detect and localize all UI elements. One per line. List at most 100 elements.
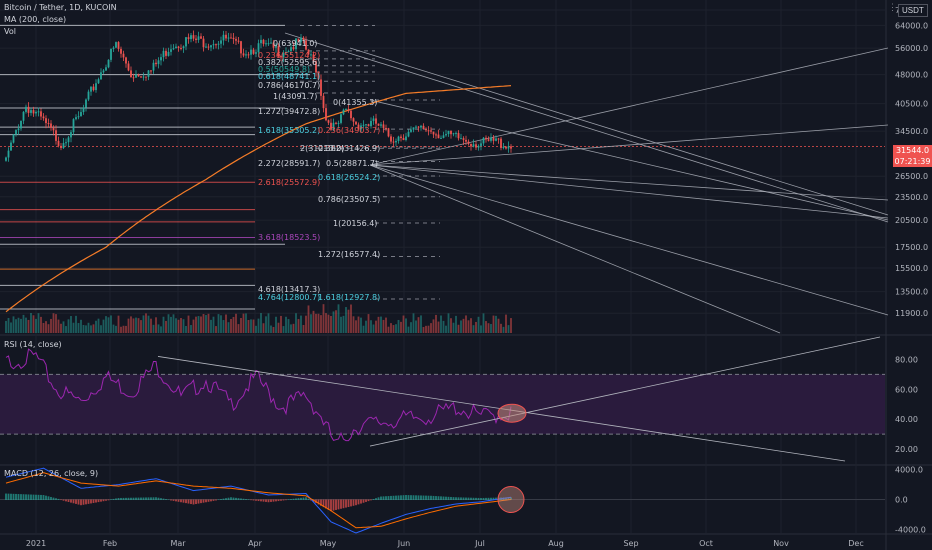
macd-histogram-bar <box>488 498 490 500</box>
macd-histogram-bar <box>83 500 85 505</box>
macd-histogram-bar <box>173 500 175 501</box>
candle-body <box>170 49 172 52</box>
macd-histogram-bar <box>30 495 32 500</box>
macd-histogram-bar <box>445 497 447 500</box>
macd-histogram-bar <box>410 495 412 500</box>
candle-body <box>230 38 232 39</box>
volume-bar <box>43 323 45 333</box>
volume-bar <box>68 319 70 333</box>
candle-body <box>435 134 437 135</box>
candle-body <box>478 146 480 148</box>
volume-bar <box>55 314 57 333</box>
volume-bar <box>233 317 235 333</box>
volume-bar <box>235 314 237 333</box>
macd-legend[interactable]: MACD (12, 26, close, 9) <box>4 469 98 478</box>
volume-bar <box>440 316 442 333</box>
volume-bar <box>298 319 300 333</box>
volume-bar <box>490 324 492 333</box>
rsi-legend[interactable]: RSI (14, close) <box>4 340 62 349</box>
macd-histogram-bar <box>425 496 427 500</box>
candle-body <box>343 110 345 115</box>
price-tick-label: 23500.0 <box>895 193 928 202</box>
candle-body <box>173 48 175 49</box>
macd-histogram-bar <box>153 497 155 500</box>
rsi-highlight-ellipse <box>498 404 526 422</box>
candle-body <box>133 77 135 78</box>
macd-histogram-bar <box>453 497 455 500</box>
chart-canvas[interactable]: 2021FebMarAprMayJunJulAugSepOctNovDec700… <box>0 0 932 550</box>
candle-body <box>400 137 402 138</box>
volume-bar <box>215 326 217 333</box>
macd-histogram-bar <box>480 498 482 500</box>
volume-bar <box>333 311 335 333</box>
volume-bar <box>100 325 102 333</box>
volume-bar <box>360 318 362 333</box>
candle-body <box>418 127 420 128</box>
volume-bar <box>398 320 400 333</box>
fib-label: 0(63941.0) <box>273 39 317 48</box>
macd-histogram-bar <box>303 498 305 500</box>
macd-histogram-bar <box>255 500 257 501</box>
candle-body <box>20 121 22 129</box>
volume-bar <box>203 314 205 333</box>
macd-histogram-bar <box>423 496 425 500</box>
volume-bar <box>460 320 462 333</box>
rsi-tick-label: 80.00 <box>895 355 918 364</box>
macd-histogram-bar <box>420 495 422 500</box>
macd-histogram-bar <box>398 495 400 500</box>
macd-histogram-bar <box>130 498 132 500</box>
macd-histogram-bar <box>203 500 205 503</box>
candle-body <box>438 135 440 139</box>
macd-histogram-bar <box>88 500 90 504</box>
candle-body <box>200 36 202 38</box>
macd-histogram-bar <box>373 499 375 500</box>
volume-bar <box>230 319 232 333</box>
macd-histogram-bar <box>25 494 27 500</box>
macd-histogram-bar <box>108 500 110 501</box>
candle-body <box>13 134 15 142</box>
candle-body <box>110 49 112 60</box>
macd-histogram-bar <box>468 498 470 500</box>
volume-bar <box>263 323 265 333</box>
macd-histogram-bar <box>48 496 50 500</box>
candle-body <box>125 57 127 63</box>
volume-bar <box>218 314 220 333</box>
macd-histogram-bar <box>63 500 65 501</box>
currency-badge[interactable]: USDT <box>898 4 928 17</box>
volume-bar <box>430 323 432 333</box>
macd-histogram-bar <box>243 499 245 500</box>
ma-legend[interactable]: MA (200, close) <box>4 15 66 24</box>
volume-bar <box>465 315 467 333</box>
volume-bar <box>315 314 317 333</box>
volume-bar <box>393 325 395 333</box>
macd-histogram-bar <box>385 496 387 500</box>
volume-bar <box>445 326 447 333</box>
volume-bar <box>220 315 222 333</box>
volume-bar <box>338 304 340 333</box>
macd-tick-label: 4000.0 <box>895 466 923 475</box>
rsi-tick-label: 60.00 <box>895 385 918 394</box>
candle-body <box>130 70 132 77</box>
macd-histogram-bar <box>215 500 217 501</box>
rsi-band <box>0 374 885 434</box>
macd-histogram-bar <box>305 497 307 500</box>
candle-body <box>40 111 42 116</box>
volume-bar <box>175 318 177 333</box>
rsi-tick-label: 20.00 <box>895 445 918 454</box>
volume-bar <box>248 320 250 333</box>
candle-body <box>148 70 150 76</box>
macd-histogram-bar <box>38 495 40 500</box>
volume-bar <box>85 325 87 333</box>
macd-histogram-bar <box>208 500 210 502</box>
macd-histogram-bar <box>275 500 277 502</box>
volume-bar <box>138 318 140 333</box>
macd-histogram-bar <box>455 497 457 500</box>
more-icon[interactable]: ⋮ <box>888 2 897 13</box>
price-tick-label: 56000.0 <box>895 44 928 53</box>
volume-bar <box>123 326 125 333</box>
x-tick-label: Jul <box>474 539 485 548</box>
volume-bar <box>5 321 7 333</box>
macd-histogram-bar <box>403 495 405 500</box>
volume-legend[interactable]: Vol <box>4 27 16 36</box>
volume-bar <box>403 316 405 333</box>
